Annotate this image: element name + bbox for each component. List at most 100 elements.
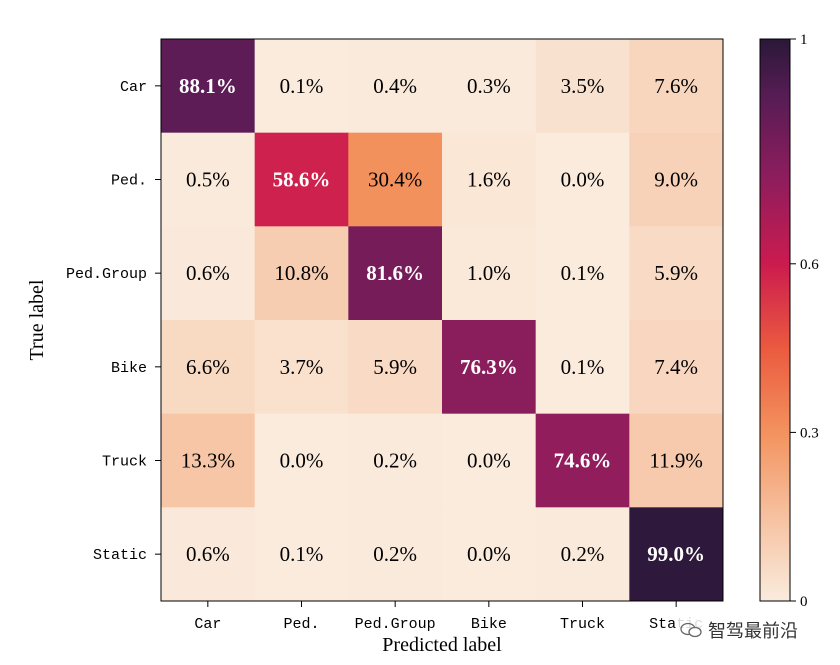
- y-tick-label: Static: [93, 547, 147, 564]
- heatmap-cell: [629, 39, 724, 134]
- heatmap-cell-label: 30.4%: [368, 168, 422, 192]
- heatmap-cell: [254, 413, 349, 508]
- heatmap-cell-label: 0.4%: [373, 74, 417, 98]
- heatmap-cell: [161, 226, 256, 321]
- heatmap-cell-label: 0.5%: [186, 168, 230, 192]
- heatmap-cell: [442, 226, 537, 321]
- colorbar-tick-label: 0.6: [800, 257, 819, 273]
- colorbar-tick-label: 0: [800, 594, 808, 610]
- heatmap-cell-label: 0.0%: [467, 449, 511, 473]
- heatmap-cell-label: 88.1%: [179, 74, 237, 98]
- y-tick-label: Truck: [102, 454, 147, 471]
- wechat-icon: [680, 622, 702, 638]
- heatmap-cell: [254, 507, 349, 602]
- y-axis-ticks: Car Ped. Ped.Group Bike Truck Static: [66, 79, 161, 564]
- heatmap-cell: [535, 132, 630, 227]
- heatmap-cells: [161, 39, 724, 602]
- heatmap-cell: [442, 132, 537, 227]
- heatmap-cell-label: 0.0%: [280, 449, 324, 473]
- heatmap-cell: [629, 507, 724, 602]
- heatmap-cell-label: 6.6%: [186, 355, 230, 379]
- heatmap-cell-label: 9.0%: [654, 168, 698, 192]
- heatmap-cell: [535, 320, 630, 415]
- heatmap-cell: [254, 320, 349, 415]
- heatmap-cell: [535, 226, 630, 321]
- heatmap-cell: [629, 132, 724, 227]
- x-tick-label: Car: [194, 616, 221, 633]
- heatmap-cell: [442, 39, 537, 134]
- heatmap-cell-label: 5.9%: [654, 261, 698, 285]
- x-tick-label: Bike: [471, 616, 507, 633]
- heatmap-cell-label: 7.4%: [654, 355, 698, 379]
- heatmap-cell: [348, 320, 443, 415]
- x-tick-label: Truck: [560, 616, 605, 633]
- heatmap-cell-label: 1.0%: [467, 261, 511, 285]
- heatmap-cell-label: 3.7%: [280, 355, 324, 379]
- y-tick-label: Car: [120, 79, 147, 96]
- heatmap-cell: [442, 320, 537, 415]
- heatmap-cell-label: 0.1%: [561, 261, 605, 285]
- heatmap-cell: [161, 132, 256, 227]
- y-axis-label: True label: [26, 279, 48, 360]
- heatmap-cell: [629, 413, 724, 508]
- colorbar: [759, 38, 791, 602]
- heatmap-cell-label: 0.0%: [561, 168, 605, 192]
- heatmap-cell: [254, 226, 349, 321]
- heatmap-cell-label: 0.2%: [373, 449, 417, 473]
- heatmap-cell-label: 0.6%: [186, 542, 230, 566]
- heatmap-cell: [161, 507, 256, 602]
- y-tick-label: Bike: [111, 360, 147, 377]
- heatmap-cell-label: 1.6%: [467, 168, 511, 192]
- heatmap-cell-label: 81.6%: [366, 261, 424, 285]
- y-tick-label: Ped.Group: [66, 266, 147, 283]
- heatmap-cell-label: 0.2%: [373, 542, 417, 566]
- plot-frame: [160, 38, 724, 602]
- heatmap-cell-label: 99.0%: [647, 542, 705, 566]
- y-tick-label: Ped.: [111, 173, 147, 190]
- x-tick-label: Ped.: [283, 616, 319, 633]
- colorbar-ticks: 0 0.3 0.6 1: [790, 32, 819, 610]
- heatmap-cell-label: 11.9%: [649, 449, 702, 473]
- heatmap-cell-label: 58.6%: [273, 168, 331, 192]
- heatmap-cell: [442, 507, 537, 602]
- heatmap-cell-labels: 88.1% 0.1% 0.4% 0.3% 3.5% 7.6% 0.5% 58.6% 30.4% 1…: [179, 74, 705, 566]
- heatmap-cell: [161, 39, 256, 134]
- x-tick-label: Ped.Group: [355, 616, 436, 633]
- heatmap-cell-label: 0.1%: [280, 74, 324, 98]
- heatmap-cell-label: 76.3%: [460, 355, 518, 379]
- heatmap-cell-label: 13.3%: [181, 449, 235, 473]
- x-axis-label: Predicted label: [382, 634, 502, 656]
- heatmap-cell-label: 7.6%: [654, 74, 698, 98]
- heatmap-cell: [629, 320, 724, 415]
- heatmap-cell-label: 0.0%: [467, 542, 511, 566]
- heatmap-cell-label: 3.5%: [561, 74, 605, 98]
- heatmap-cell-label: 0.1%: [280, 542, 324, 566]
- heatmap-cell: [535, 413, 630, 508]
- heatmap-cell: [348, 226, 443, 321]
- heatmap-cell-label: 0.2%: [561, 542, 605, 566]
- heatmap-cell: [535, 507, 630, 602]
- heatmap-cell-label: 0.6%: [186, 261, 230, 285]
- heatmap-cell: [161, 320, 256, 415]
- heatmap-cell: [254, 39, 349, 134]
- heatmap-cell: [348, 39, 443, 134]
- colorbar-tick-label: 0.3: [800, 425, 819, 441]
- heatmap-cell-label: 74.6%: [554, 449, 612, 473]
- heatmap-cell: [348, 413, 443, 508]
- heatmap-cell-label: 5.9%: [373, 355, 417, 379]
- heatmap-cell: [348, 507, 443, 602]
- watermark: 智驾最前沿: [676, 615, 802, 645]
- watermark-text: 智驾最前沿: [708, 621, 798, 642]
- heatmap-cell: [348, 132, 443, 227]
- heatmap-cell: [535, 39, 630, 134]
- heatmap-cell: [629, 226, 724, 321]
- heatmap-cell: [161, 413, 256, 508]
- heatmap-cell: [442, 413, 537, 508]
- heatmap-cell-label: 0.3%: [467, 74, 511, 98]
- heatmap-cell: [254, 132, 349, 227]
- heatmap-cell-label: 10.8%: [274, 261, 328, 285]
- heatmap-cell-label: 0.1%: [561, 355, 605, 379]
- colorbar-tick-label: 1: [800, 32, 808, 48]
